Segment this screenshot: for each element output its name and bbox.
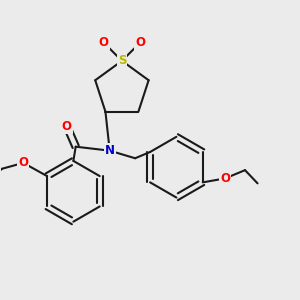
- Text: S: S: [118, 54, 126, 67]
- Text: N: N: [105, 144, 115, 157]
- Text: O: O: [18, 156, 28, 170]
- Text: O: O: [62, 120, 72, 133]
- Text: O: O: [135, 36, 145, 49]
- Text: O: O: [99, 36, 109, 49]
- Text: O: O: [220, 172, 230, 185]
